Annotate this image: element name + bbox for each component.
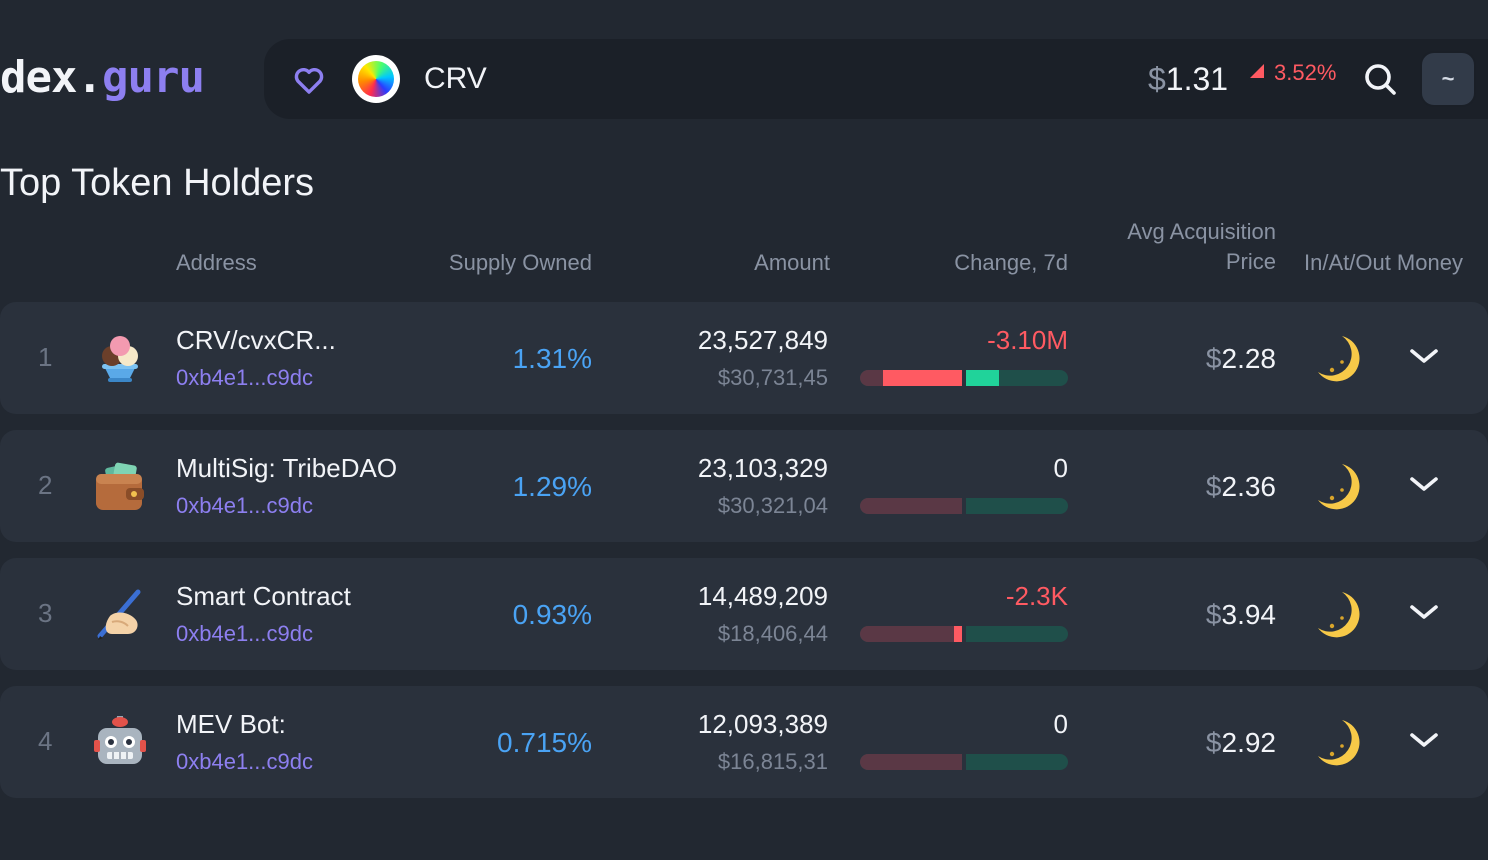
amount-tokens: 14,489,209 — [697, 581, 828, 611]
supply-owned: 0.93% — [512, 599, 592, 630]
amount-tokens: 12,093,389 — [697, 709, 828, 739]
writing-hand-icon — [97, 589, 141, 640]
column-header-avg-line2: Price — [1225, 249, 1276, 274]
page-title: Top Token Holders — [0, 162, 315, 204]
column-header-address: Address — [176, 250, 257, 275]
price-value: 1.31 — [1165, 61, 1229, 97]
holder-rank: 1 — [38, 342, 53, 372]
avg-acquisition-price: $2.28 — [1206, 342, 1276, 376]
menu-button[interactable]: ~ — [1420, 51, 1476, 107]
price-change: 3.52% — [1250, 59, 1336, 87]
change-7d: 0 — [1053, 709, 1068, 739]
amount-tokens: 23,527,849 — [697, 325, 828, 355]
supply-owned: 0.715% — [497, 727, 592, 758]
moon-icon — [1318, 720, 1360, 766]
logo-text-dex: dex — [0, 52, 77, 103]
avg-price-currency: $ — [1205, 471, 1222, 502]
dexguru-logo[interactable]: dex.guru — [0, 50, 205, 106]
holder-address-link[interactable]: 0xb4e1...c9dc — [176, 749, 313, 774]
holder-rank: 2 — [38, 470, 53, 500]
avg-price-value: 3.94 — [1221, 599, 1277, 630]
change-7d: -3.10M — [987, 325, 1068, 355]
avg-price-value: 2.36 — [1221, 471, 1277, 502]
wallet-icon — [96, 462, 144, 510]
amount-usd: $30,321,04 — [717, 493, 828, 518]
avg-price-value: 2.92 — [1221, 727, 1277, 758]
avg-acquisition-price: $3.94 — [1206, 598, 1276, 632]
triangle-up-icon — [1250, 64, 1264, 78]
table-row[interactable]: 2 MultiSig: TribeDAO 0xb4e1...c9dc 1.29%… — [0, 430, 1488, 542]
column-header-avg-line1: Avg Acquisition — [1127, 219, 1276, 244]
logo-text-guru: guru — [101, 52, 205, 103]
holder-name[interactable]: MEV Bot: — [176, 709, 286, 739]
chevron-down-icon[interactable] — [1406, 344, 1442, 368]
change-bar — [860, 754, 1068, 770]
avg-price-currency: $ — [1205, 727, 1222, 758]
change-bar — [860, 370, 1068, 386]
holder-rank: 4 — [38, 726, 53, 756]
sell-bar-fill — [883, 370, 962, 386]
amount-usd: $30,731,45 — [717, 365, 828, 390]
token-header-bar: CRV $1.31 3.52% ~ — [264, 39, 1488, 119]
column-header-avg-price: Avg Acquisition Price — [1127, 217, 1276, 277]
change-bar — [860, 498, 1068, 514]
price-currency: $ — [1148, 61, 1166, 97]
holder-address-link[interactable]: 0xb4e1...c9dc — [176, 365, 313, 390]
avg-acquisition-price: $2.92 — [1206, 726, 1276, 760]
logo-text-dot: . — [76, 52, 102, 103]
heart-icon[interactable] — [292, 63, 326, 97]
moon-icon — [1318, 592, 1360, 638]
chevron-down-icon[interactable] — [1406, 472, 1442, 496]
avg-price-currency: $ — [1205, 599, 1222, 630]
amount-usd: $18,406,44 — [717, 621, 828, 646]
holder-name[interactable]: CRV/cvxCR... — [176, 325, 336, 355]
ice-cream-icon — [102, 336, 138, 382]
holder-rank: 3 — [38, 598, 53, 628]
search-icon[interactable] — [1362, 61, 1398, 97]
buy-bar-fill — [966, 370, 999, 386]
table-row[interactable]: 3 Smart Contract 0xb4e1...c9dc 0.93% 14,… — [0, 558, 1488, 670]
chevron-down-icon[interactable] — [1406, 728, 1442, 752]
column-header-supply: Supply Owned — [448, 250, 592, 275]
change-7d: -2.3K — [1005, 581, 1068, 611]
change-bar — [860, 626, 1068, 642]
avg-acquisition-price: $2.36 — [1206, 470, 1276, 504]
token-price: $1.31 — [1148, 59, 1228, 99]
chevron-down-icon[interactable] — [1406, 600, 1442, 624]
avg-price-value: 2.28 — [1221, 343, 1277, 374]
holder-address-link[interactable]: 0xb4e1...c9dc — [176, 621, 313, 646]
table-row[interactable]: 4 MEV Bot: 0xb4e1...c9dc 0.715% 12,093,3… — [0, 686, 1488, 798]
crv-token-logo — [352, 55, 400, 103]
moon-icon — [1318, 464, 1360, 510]
holder-address-link[interactable]: 0xb4e1...c9dc — [176, 493, 313, 518]
column-header-change: Change, 7d — [954, 250, 1068, 275]
token-symbol: CRV — [424, 62, 487, 95]
supply-owned: 1.29% — [512, 471, 592, 502]
holder-name[interactable]: MultiSig: TribeDAO — [176, 453, 398, 483]
robot-icon — [94, 716, 146, 764]
change-7d: 0 — [1053, 453, 1068, 483]
sell-bar-fill — [954, 626, 962, 642]
column-header-money: In/At/Out Money — [1304, 250, 1463, 275]
avg-price-currency: $ — [1205, 343, 1222, 374]
price-change-value: 3.52% — [1274, 60, 1337, 85]
supply-owned: 1.31% — [512, 343, 592, 374]
column-header-amount: Amount — [754, 250, 830, 275]
holder-name[interactable]: Smart Contract — [176, 581, 351, 611]
moon-icon — [1318, 336, 1360, 382]
amount-tokens: 23,103,329 — [697, 453, 828, 483]
amount-usd: $16,815,31 — [717, 749, 828, 774]
table-row[interactable]: 1 CRV/cvxCR... 0xb4e1...c9dc 1.31% 23,52… — [0, 302, 1488, 414]
